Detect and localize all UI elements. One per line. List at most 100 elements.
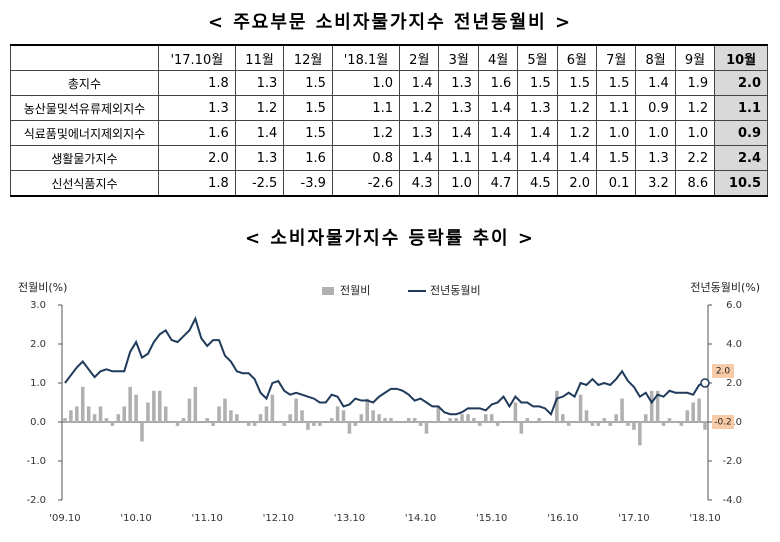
cell: 1.0	[331, 70, 401, 96]
bar	[264, 406, 269, 422]
legend-label: 전월비	[340, 284, 370, 297]
cell: 1.4	[477, 120, 519, 146]
bar	[697, 398, 701, 422]
bar	[252, 422, 257, 426]
cell: 2.0	[157, 145, 236, 171]
y2-tick-label: 6.0	[726, 300, 742, 311]
bar	[128, 386, 132, 422]
table-row: 농산물및석유류제외지수 1.3 1.2 1.5 1.1 1.2 1.3 1.4 1.3 1.2 1.…	[10, 95, 768, 121]
bar	[193, 386, 198, 422]
annotation: 2.0	[716, 367, 731, 377]
cell: 1.3	[234, 70, 285, 96]
cell: 4.3	[399, 170, 440, 197]
cell: 1.5	[556, 70, 598, 96]
bar	[329, 418, 334, 422]
bar	[116, 414, 121, 422]
cell: 1.4	[556, 145, 598, 171]
bar	[80, 386, 85, 422]
cell: -3.9	[283, 170, 333, 197]
column-header: 9월	[674, 44, 716, 71]
bar	[389, 418, 393, 422]
bar	[578, 394, 583, 422]
bar	[110, 422, 115, 426]
bar	[383, 418, 387, 422]
bar	[282, 422, 287, 426]
y2-tick-label: -4.0	[722, 495, 742, 506]
cell: 1.0	[438, 170, 479, 197]
bar	[424, 422, 429, 434]
bar	[661, 422, 666, 426]
y-tick-label: 2.0	[30, 339, 46, 350]
cell: 4.7	[477, 170, 519, 197]
y-tick-label: 1.0	[30, 378, 46, 389]
column-header: '18.1월	[331, 44, 401, 71]
bar	[246, 422, 251, 426]
bar	[412, 418, 417, 422]
bar	[75, 406, 79, 422]
bar	[460, 414, 464, 422]
bar	[98, 406, 103, 422]
bar	[258, 414, 263, 422]
bar	[377, 414, 381, 422]
cell: 1.4	[517, 120, 558, 146]
bar	[596, 422, 601, 426]
bar	[703, 422, 707, 430]
bar	[513, 402, 518, 422]
bar	[489, 414, 494, 422]
cell: 1.6	[157, 120, 236, 146]
bar	[525, 418, 530, 422]
bar	[86, 406, 91, 422]
cell: 1.3	[157, 95, 236, 121]
cell: 1.4	[399, 70, 440, 96]
cell: 1.1	[438, 145, 479, 171]
legend-swatch	[322, 287, 334, 295]
cell: -2.6	[331, 170, 401, 197]
table-title: < 주요부문 소비자물가지수 전년동월비 >	[207, 12, 573, 33]
cell: 1.2	[674, 95, 716, 121]
bar	[472, 418, 476, 422]
y2-tick-label: -2.0	[722, 456, 742, 467]
bar	[300, 410, 304, 422]
bar	[643, 414, 648, 422]
bar	[318, 422, 322, 426]
cell: 1.0	[674, 120, 716, 146]
bar	[63, 418, 67, 422]
cell: -2.5	[234, 170, 285, 197]
cell: 2.2	[674, 145, 716, 171]
x-tick-label: '17.10	[618, 513, 649, 524]
cell: 1.3	[517, 95, 558, 121]
bar	[365, 398, 369, 422]
y-axis-title: 전월비(%)	[18, 281, 67, 294]
cell: 0.1	[596, 170, 637, 197]
cell: 2.0	[556, 170, 598, 197]
x-tick-label: '13.10	[334, 513, 365, 524]
y-tick-label: 0.0	[30, 417, 46, 428]
bar	[69, 410, 73, 422]
bar	[312, 422, 316, 426]
cell: 1.5	[283, 95, 333, 121]
bar	[371, 410, 375, 422]
bar	[353, 422, 358, 426]
bar	[359, 414, 364, 422]
chart: -2.0 -1.0 0.0 1.0 2.0 3.0 -4.0 -2.0 0.0 2.0 4.0 6.0…	[18, 281, 760, 524]
bar	[614, 414, 618, 422]
bar	[667, 418, 672, 422]
bar	[335, 406, 340, 422]
cell: 1.1	[331, 95, 401, 121]
end-marker	[700, 378, 710, 388]
bar	[561, 414, 565, 422]
cell: 1.9	[674, 70, 716, 96]
bar	[187, 398, 192, 422]
bar	[288, 414, 292, 422]
bar	[608, 422, 612, 426]
chart-title: < 소비자물가지수 등락률 추이 >	[245, 228, 535, 249]
bar	[584, 410, 589, 422]
cell: 0.9	[714, 120, 768, 146]
cell: 2.0	[714, 70, 768, 96]
bar	[483, 414, 488, 422]
header-row: '17.10월 11월 12월 '18.1월 2월 3월 4월 5월 6월 7월 8월 9월 10월	[10, 44, 768, 71]
cell: 1.6	[283, 145, 333, 171]
cell: 4.5	[517, 170, 558, 197]
annotation-box	[712, 415, 734, 429]
cell: 1.6	[477, 70, 519, 96]
